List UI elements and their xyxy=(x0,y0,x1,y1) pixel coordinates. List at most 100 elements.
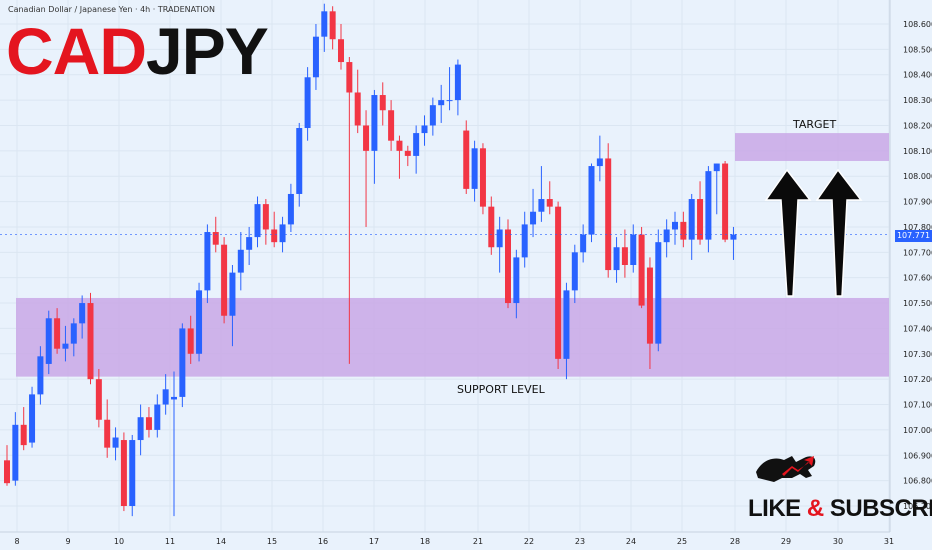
bear-candle xyxy=(54,318,61,349)
bear-candle xyxy=(221,244,228,316)
y-tick-label: 108.500 xyxy=(903,45,932,54)
x-axis: 8 9 10 11 14 15 16 17 18 21 22 23 24 25 28 29 30 31 xyxy=(0,531,894,546)
bear-candle xyxy=(145,417,152,430)
bull-candle xyxy=(571,252,578,291)
bull-candle xyxy=(496,229,503,248)
like-subscribe-text: LIKE & SUBSCRIBE xyxy=(748,495,932,523)
bull-candle xyxy=(45,318,52,364)
bear-candle xyxy=(354,92,361,126)
bull-candle xyxy=(588,166,595,235)
x-tick-label: 8 xyxy=(14,537,19,546)
bull-candle xyxy=(513,257,520,304)
x-tick-label: 16 xyxy=(318,537,328,546)
y-tick-label: 106.800 xyxy=(903,477,932,486)
x-tick-label: 29 xyxy=(781,537,791,546)
bear-candle xyxy=(479,148,486,207)
bull-candle xyxy=(413,133,420,156)
bull-candle xyxy=(705,171,712,240)
bear-candle xyxy=(605,158,612,271)
bull-candle xyxy=(246,237,253,250)
bear-candle xyxy=(396,140,403,151)
bull-candle xyxy=(421,125,428,134)
bull-candle xyxy=(321,11,328,37)
bear-candle xyxy=(404,150,411,156)
bull-candle xyxy=(530,211,537,225)
x-tick-label: 31 xyxy=(884,537,894,546)
bull-candle xyxy=(162,389,169,405)
bull-candle xyxy=(29,394,36,443)
candles xyxy=(0,3,890,517)
y-tick-label: 107.900 xyxy=(903,198,932,207)
bull-candle xyxy=(371,95,378,151)
bull-candle xyxy=(62,343,69,349)
symbol-description: Canadian Dollar / Japanese Yen · 4h · TR… xyxy=(8,5,216,14)
pair-title-base: CAD xyxy=(6,14,147,88)
x-tick-label: 11 xyxy=(165,537,175,546)
bull-candle xyxy=(112,437,119,448)
y-tick-label: 107.200 xyxy=(903,375,932,384)
pair-title: CADJPY xyxy=(6,18,269,84)
up-arrow-icon xyxy=(815,168,863,297)
y-tick-label: 107.700 xyxy=(903,248,932,257)
bear-candle xyxy=(722,163,729,240)
x-tick-label: 21 xyxy=(473,537,483,546)
bull-candle xyxy=(630,234,637,265)
y-tick-label: 107.000 xyxy=(903,426,932,435)
bear-candle xyxy=(262,204,269,230)
pair-title-quote: JPY xyxy=(146,14,269,88)
x-tick-label: 17 xyxy=(369,537,379,546)
target-zone xyxy=(735,133,889,161)
bull-candle xyxy=(446,100,453,102)
x-tick-label: 24 xyxy=(626,537,636,546)
bull-candle xyxy=(287,193,294,225)
bull-candle xyxy=(196,290,203,354)
support-label: SUPPORT LEVEL xyxy=(457,383,545,396)
bear-candle xyxy=(555,206,562,359)
y-tick-label: 107.400 xyxy=(903,324,932,333)
x-tick-label: 15 xyxy=(267,537,277,546)
bear-candle xyxy=(212,232,219,245)
bull-bear-logo-icon xyxy=(756,456,816,482)
bull-candle xyxy=(137,417,144,441)
y-tick-label: 107.800 xyxy=(903,223,932,232)
bull-candle xyxy=(596,158,603,167)
bear-candle xyxy=(346,62,353,93)
y-tick-label: 107.300 xyxy=(903,350,932,359)
bear-candle xyxy=(363,125,370,151)
bull-candle xyxy=(296,128,303,194)
bull-candle xyxy=(613,247,620,271)
bull-candle xyxy=(521,224,528,258)
bear-candle xyxy=(621,247,628,265)
bull-candle xyxy=(730,234,737,240)
bull-candle xyxy=(672,221,678,230)
bear-candle xyxy=(546,199,553,207)
bull-candle xyxy=(538,199,545,212)
like-subscribe-banner[interactable]: LIKE & SUBSCRIBE xyxy=(748,450,932,530)
bear-candle xyxy=(187,328,194,354)
bull-candle xyxy=(312,36,319,78)
y-tick-label: 108.300 xyxy=(903,96,932,105)
bull-candle xyxy=(471,148,478,189)
bear-candle xyxy=(87,303,94,380)
bull-candle xyxy=(304,77,311,129)
bear-candle xyxy=(4,460,10,484)
y-tick-label: 106.900 xyxy=(903,451,932,460)
bull-candle xyxy=(179,328,186,397)
x-tick-label: 30 xyxy=(833,537,843,546)
bull-candle xyxy=(663,229,670,243)
bull-candle xyxy=(429,105,436,126)
bull-candle xyxy=(254,204,261,238)
bear-candle xyxy=(488,206,495,248)
y-tick-label: 108.100 xyxy=(903,147,932,156)
y-tick-label: 108.200 xyxy=(903,121,932,130)
bull-candle xyxy=(713,163,720,172)
y-tick-label: 108.400 xyxy=(903,71,932,80)
up-arrow-icon xyxy=(764,168,812,297)
x-tick-label: 14 xyxy=(216,537,226,546)
bear-candle xyxy=(20,424,27,446)
y-tick-label: 108.000 xyxy=(903,172,932,181)
subscribe-text: SUBSCRIBE xyxy=(829,495,932,522)
bull-candle xyxy=(438,100,445,106)
bull-candle xyxy=(171,396,177,400)
bull-candle xyxy=(655,242,662,344)
